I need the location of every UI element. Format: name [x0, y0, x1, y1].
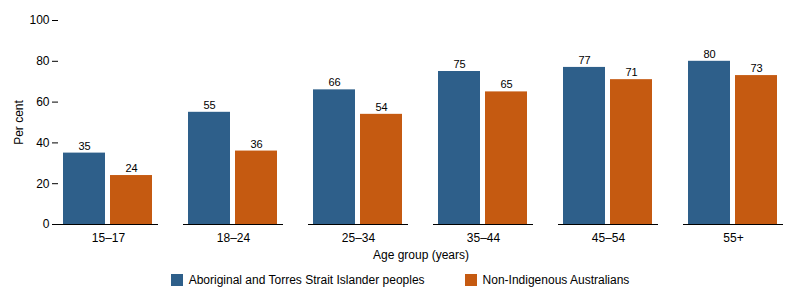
svg-text:100: 100 [29, 13, 49, 27]
svg-text:75: 75 [453, 58, 465, 70]
svg-text:25–34: 25–34 [342, 231, 376, 245]
html-text:Non-Indigenous Australians: Non-Indigenous Australians [482, 273, 630, 287]
svg-text:Per cent: Per cent [12, 99, 26, 144]
svg-text:65: 65 [500, 78, 512, 90]
svg-text:55+: 55+ [723, 231, 743, 245]
svg-text:71: 71 [625, 66, 637, 78]
svg-text:73: 73 [750, 62, 762, 74]
svg-text:20: 20 [36, 177, 50, 191]
svg-text:40: 40 [36, 136, 50, 150]
svg-text:Age group (years): Age group (years) [373, 248, 469, 262]
svg-text:77: 77 [578, 54, 590, 66]
svg-text:35–44: 35–44 [467, 231, 501, 245]
svg-text:54: 54 [375, 101, 387, 113]
svg-text:60: 60 [36, 95, 50, 109]
svg-text:18–24: 18–24 [217, 231, 251, 245]
svg-text:15–17: 15–17 [92, 231, 126, 245]
svg-text:66: 66 [328, 76, 340, 88]
svg-text:55: 55 [203, 99, 215, 111]
svg-text:80: 80 [36, 54, 50, 68]
svg-text:45–54: 45–54 [592, 231, 626, 245]
svg-text:24: 24 [125, 162, 137, 174]
svg-text:0: 0 [43, 217, 50, 231]
svg-text:36: 36 [250, 138, 262, 150]
svg-text:35: 35 [78, 140, 90, 152]
svg-text:80: 80 [703, 48, 715, 60]
html-text:Aboriginal and Torres Strait I: Aboriginal and Torres Strait Islander pe… [188, 273, 425, 287]
